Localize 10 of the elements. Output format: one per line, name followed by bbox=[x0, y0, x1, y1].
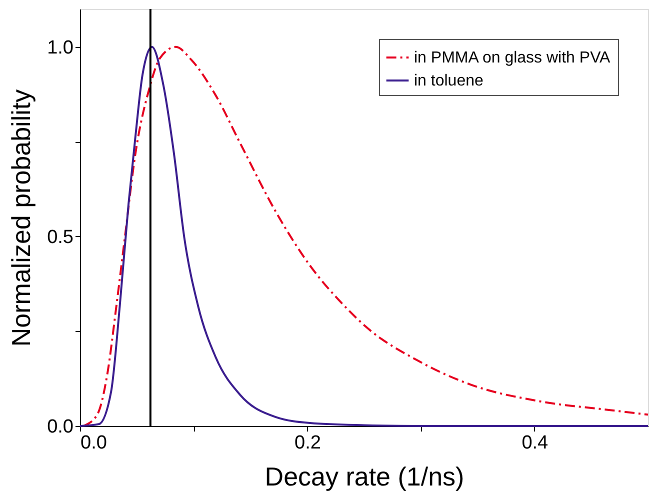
y-tick-label: 0.0 bbox=[47, 416, 74, 438]
x-tick-label: 0.4 bbox=[522, 432, 549, 454]
legend-label: in PMMA on glass with PVA bbox=[414, 50, 611, 66]
y-tick-label: 0.5 bbox=[47, 226, 74, 248]
x-axis-title: Decay rate (1/ns) bbox=[264, 462, 464, 492]
y-axis-title: Normalized probability bbox=[6, 89, 36, 347]
x-tick-label: 0.2 bbox=[294, 432, 321, 454]
x-tick-label: 0.0 bbox=[80, 432, 107, 454]
legend-label: in toluene bbox=[414, 72, 484, 90]
y-tick-label: 1.0 bbox=[47, 37, 74, 58]
